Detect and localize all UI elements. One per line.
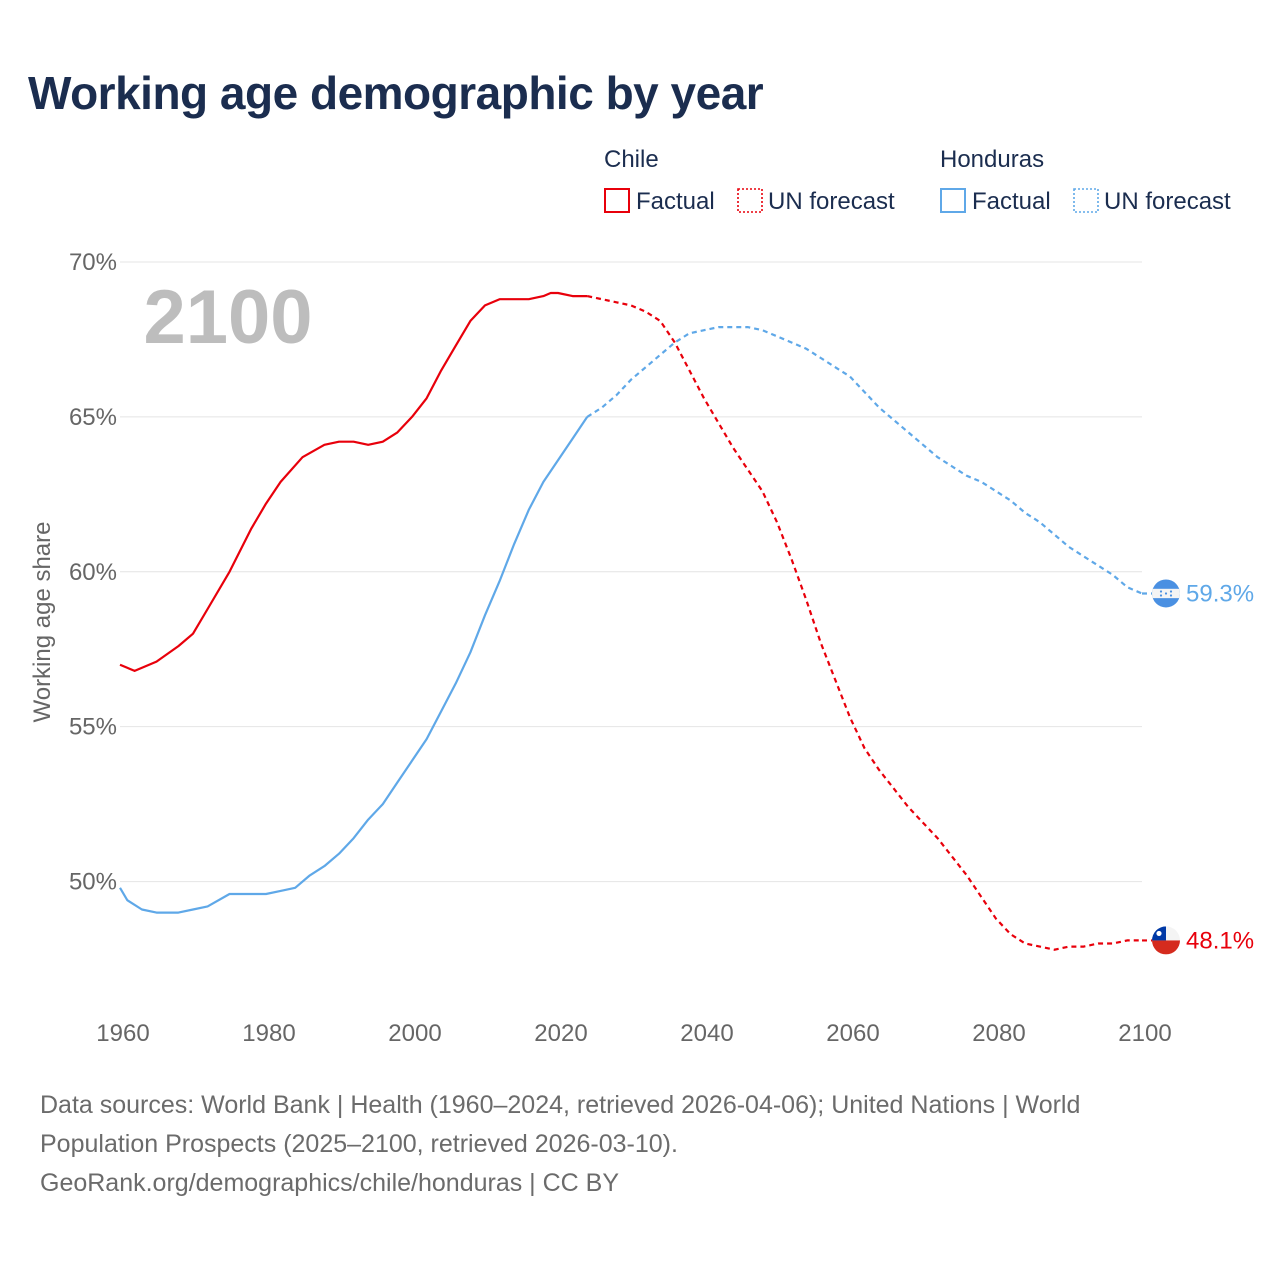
honduras-flag-icon xyxy=(1152,579,1180,608)
end-markers: 48.1% 59.3% xyxy=(1142,579,1254,955)
gridlines xyxy=(120,261,1142,883)
chile-flag-icon xyxy=(1152,926,1180,955)
series-line-forecast-honduras xyxy=(586,326,1143,595)
legend-swatch-forecast[interactable] xyxy=(737,188,763,213)
series-lines xyxy=(119,291,1143,951)
y-tick-label: 65% xyxy=(69,404,117,431)
data-sources: Data sources: World Bank | Health (1960–… xyxy=(40,1091,1081,1158)
legend-group-honduras: Honduras xyxy=(940,146,1044,173)
credit-link[interactable]: GeoRank.org/demographics/chile/honduras … xyxy=(40,1169,620,1197)
x-tick-label: 2000 xyxy=(388,1020,441,1047)
x-tick-label: 2080 xyxy=(972,1020,1025,1047)
legend-label-factual[interactable]: Factual xyxy=(972,188,1051,215)
footer: Data sources: World Bank | Health (1960–… xyxy=(40,1086,1200,1203)
x-tick-label: 2060 xyxy=(826,1020,879,1047)
x-axis-ticks: 1960 1980 2000 2020 2040 2060 2080 2100 xyxy=(96,1020,1171,1047)
y-axis-ticks: 50% 55% 60% 65% 70% xyxy=(69,249,117,896)
legend-label-factual[interactable]: Factual xyxy=(636,188,715,215)
x-tick-label: 2100 xyxy=(1118,1020,1171,1047)
year-watermark: 2100 xyxy=(143,275,312,360)
legend-group-chile: Chile xyxy=(604,146,659,173)
series-line-factual-chile xyxy=(119,291,588,672)
legend-label-forecast[interactable]: UN forecast xyxy=(768,188,895,215)
legend-swatch-forecast[interactable] xyxy=(1073,188,1099,213)
x-tick-label: 1960 xyxy=(96,1020,149,1047)
y-tick-label: 70% xyxy=(69,249,117,276)
x-tick-label: 1980 xyxy=(242,1020,295,1047)
y-tick-label: 55% xyxy=(69,714,117,741)
chart-title: Working age demographic by year xyxy=(28,67,764,119)
x-tick-label: 2020 xyxy=(534,1020,587,1047)
y-tick-label: 50% xyxy=(69,869,117,896)
legend-swatch-factual[interactable] xyxy=(604,188,630,213)
series-line-factual-honduras xyxy=(119,416,589,914)
y-axis-label: Working age share xyxy=(29,522,56,723)
legend-swatch-factual[interactable] xyxy=(940,188,966,213)
series-line-forecast-chile xyxy=(586,295,1142,951)
end-value-label: 59.3% xyxy=(1186,580,1254,607)
end-value-label: 48.1% xyxy=(1186,927,1254,954)
x-tick-label: 2040 xyxy=(680,1020,733,1047)
y-tick-label: 60% xyxy=(69,559,117,586)
legend: Chile Factual UN forecast Honduras Factual UN… xyxy=(604,146,1231,215)
legend-label-forecast[interactable]: UN forecast xyxy=(1104,188,1231,215)
